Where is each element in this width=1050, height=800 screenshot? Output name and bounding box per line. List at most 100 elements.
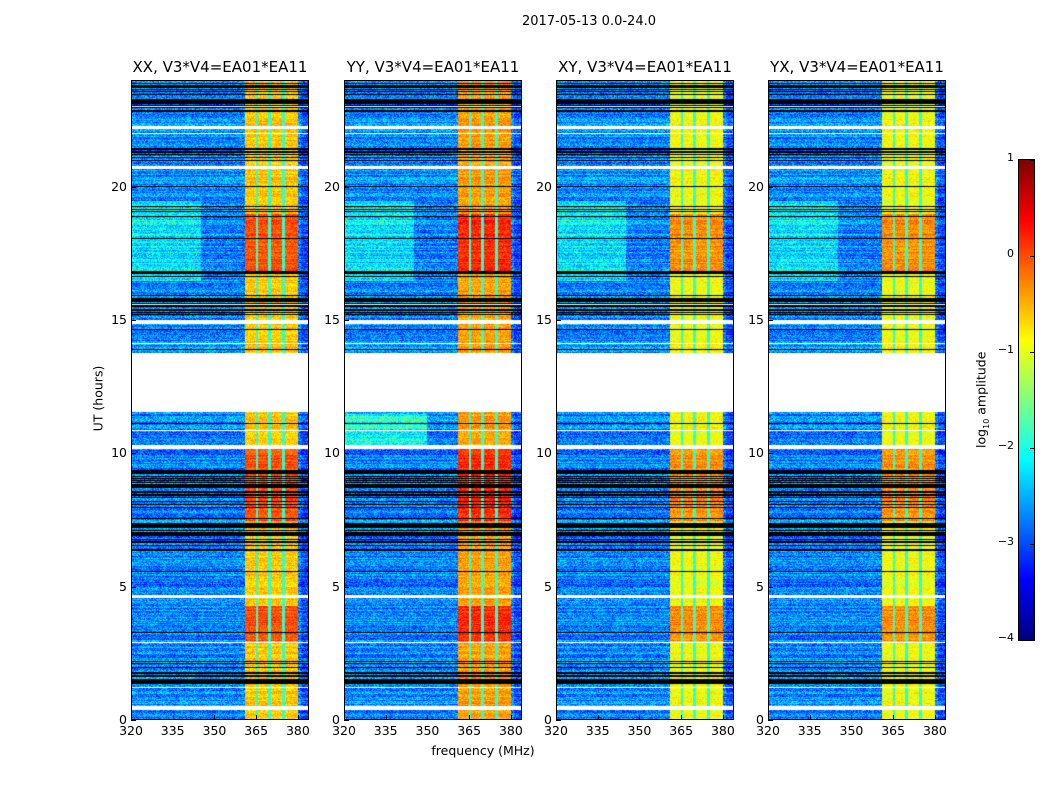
x-tick-label: 350 [202, 723, 227, 738]
y-tick-label: 20 [324, 178, 340, 194]
x-tick-mark [597, 715, 599, 720]
y-tick-label: 0 [119, 712, 127, 727]
y-tick-mark [768, 586, 773, 588]
panel-title: YY, V3*V4=EA01*EA11 [346, 58, 520, 76]
x-tick-mark [385, 715, 387, 720]
spectrogram-image [132, 81, 308, 719]
x-tick-label: 365 [457, 723, 482, 738]
x-tick-mark [851, 715, 853, 720]
colorbar-label-sub: 10 [981, 418, 991, 429]
spectrogram-panel [131, 80, 309, 720]
colorbar-label-rest: amplitude [973, 351, 989, 419]
y-tick-label: 15 [748, 312, 764, 327]
x-tick-mark [256, 715, 258, 720]
x-tick-mark [131, 715, 132, 720]
x-tick-label: 380 [922, 723, 947, 738]
x-tick-mark [722, 715, 724, 720]
x-tick-mark [510, 715, 512, 720]
x-tick-label: 335 [373, 723, 398, 738]
y-tick-mark [131, 720, 136, 721]
x-tick-label: 350 [627, 723, 652, 738]
colorbar-tick-label: 1 [1007, 151, 1014, 164]
y-tick-label: 0 [332, 712, 340, 727]
colorbar-tick-mark [1030, 544, 1035, 545]
colorbar-tick-mark [1030, 256, 1035, 257]
x-tick-mark [214, 715, 216, 720]
colorbar-tick-label: −1 [997, 343, 1014, 356]
y-tick-mark [131, 186, 136, 188]
spectrogram-panel [556, 80, 734, 720]
y-tick-label: 5 [756, 578, 764, 594]
x-tick-mark [172, 715, 174, 720]
y-tick-mark [344, 320, 349, 321]
y-tick-label: 20 [111, 178, 127, 194]
y-tick-label: 20 [748, 178, 764, 194]
y-axis-label: UT (hours) [90, 365, 106, 432]
x-tick-label: 320 [332, 723, 356, 738]
x-tick-label: 380 [498, 723, 523, 738]
y-tick-mark [768, 320, 773, 321]
x-tick-label: 365 [881, 723, 906, 738]
y-tick-mark [768, 720, 773, 721]
x-tick-mark [556, 715, 557, 720]
y-tick-label: 15 [324, 312, 340, 327]
y-tick-mark [131, 320, 136, 321]
y-tick-label: 10 [748, 445, 764, 461]
x-tick-label: 365 [669, 723, 694, 738]
colorbar-tick-label: 0 [1007, 247, 1014, 260]
y-tick-mark [131, 453, 136, 455]
colorbar-tick-mark [1030, 448, 1035, 449]
spectrogram-image [557, 81, 733, 719]
y-tick-label: 10 [536, 445, 552, 461]
y-tick-mark [556, 453, 561, 455]
x-axis-label: frequency (MHz) [431, 743, 535, 758]
colorbar-tick-label: −3 [997, 535, 1014, 548]
panel-title: XX, V3*V4=EA01*EA11 [132, 58, 308, 76]
y-tick-mark [768, 453, 773, 455]
x-tick-label: 350 [839, 723, 864, 738]
x-tick-mark [297, 715, 299, 720]
y-tick-mark [344, 186, 349, 188]
x-tick-label: 335 [797, 723, 822, 738]
y-tick-label: 5 [544, 578, 552, 594]
y-tick-mark [344, 720, 349, 721]
x-tick-mark [639, 715, 641, 720]
x-tick-mark [469, 715, 471, 720]
colorbar [1018, 159, 1035, 641]
spectrogram-panel [344, 80, 522, 720]
panel-title: XY, V3*V4=EA01*EA11 [558, 58, 732, 76]
colorbar-tick-label: −2 [997, 439, 1014, 452]
y-tick-label: 15 [111, 312, 127, 327]
spectrogram-image [345, 81, 521, 719]
x-tick-mark [768, 715, 769, 720]
y-tick-label: 10 [324, 445, 340, 461]
x-tick-mark [934, 715, 936, 720]
y-tick-mark [556, 186, 561, 188]
y-tick-mark [556, 320, 561, 321]
spectrogram-image [769, 81, 945, 719]
x-tick-label: 380 [710, 723, 735, 738]
spectrogram-panel [768, 80, 946, 720]
y-tick-mark [344, 586, 349, 588]
y-tick-mark [556, 720, 561, 721]
x-tick-label: 320 [119, 723, 143, 738]
y-tick-label: 5 [119, 578, 127, 594]
y-tick-label: 0 [544, 712, 552, 727]
x-tick-label: 335 [160, 723, 185, 738]
y-tick-label: 15 [536, 312, 552, 327]
panel-title: YX, V3*V4=EA01*EA11 [770, 58, 944, 76]
y-tick-mark [344, 453, 349, 455]
colorbar-tick-mark [1030, 640, 1035, 641]
y-tick-label: 0 [756, 712, 764, 727]
y-tick-mark [131, 586, 136, 588]
x-tick-label: 380 [285, 723, 310, 738]
colorbar-gradient [1019, 160, 1034, 640]
y-tick-mark [556, 586, 561, 588]
y-tick-mark [768, 186, 773, 188]
x-tick-mark [681, 715, 683, 720]
y-tick-label: 20 [536, 178, 552, 194]
x-tick-label: 335 [585, 723, 610, 738]
x-tick-mark [809, 715, 811, 720]
x-tick-mark [893, 715, 895, 720]
